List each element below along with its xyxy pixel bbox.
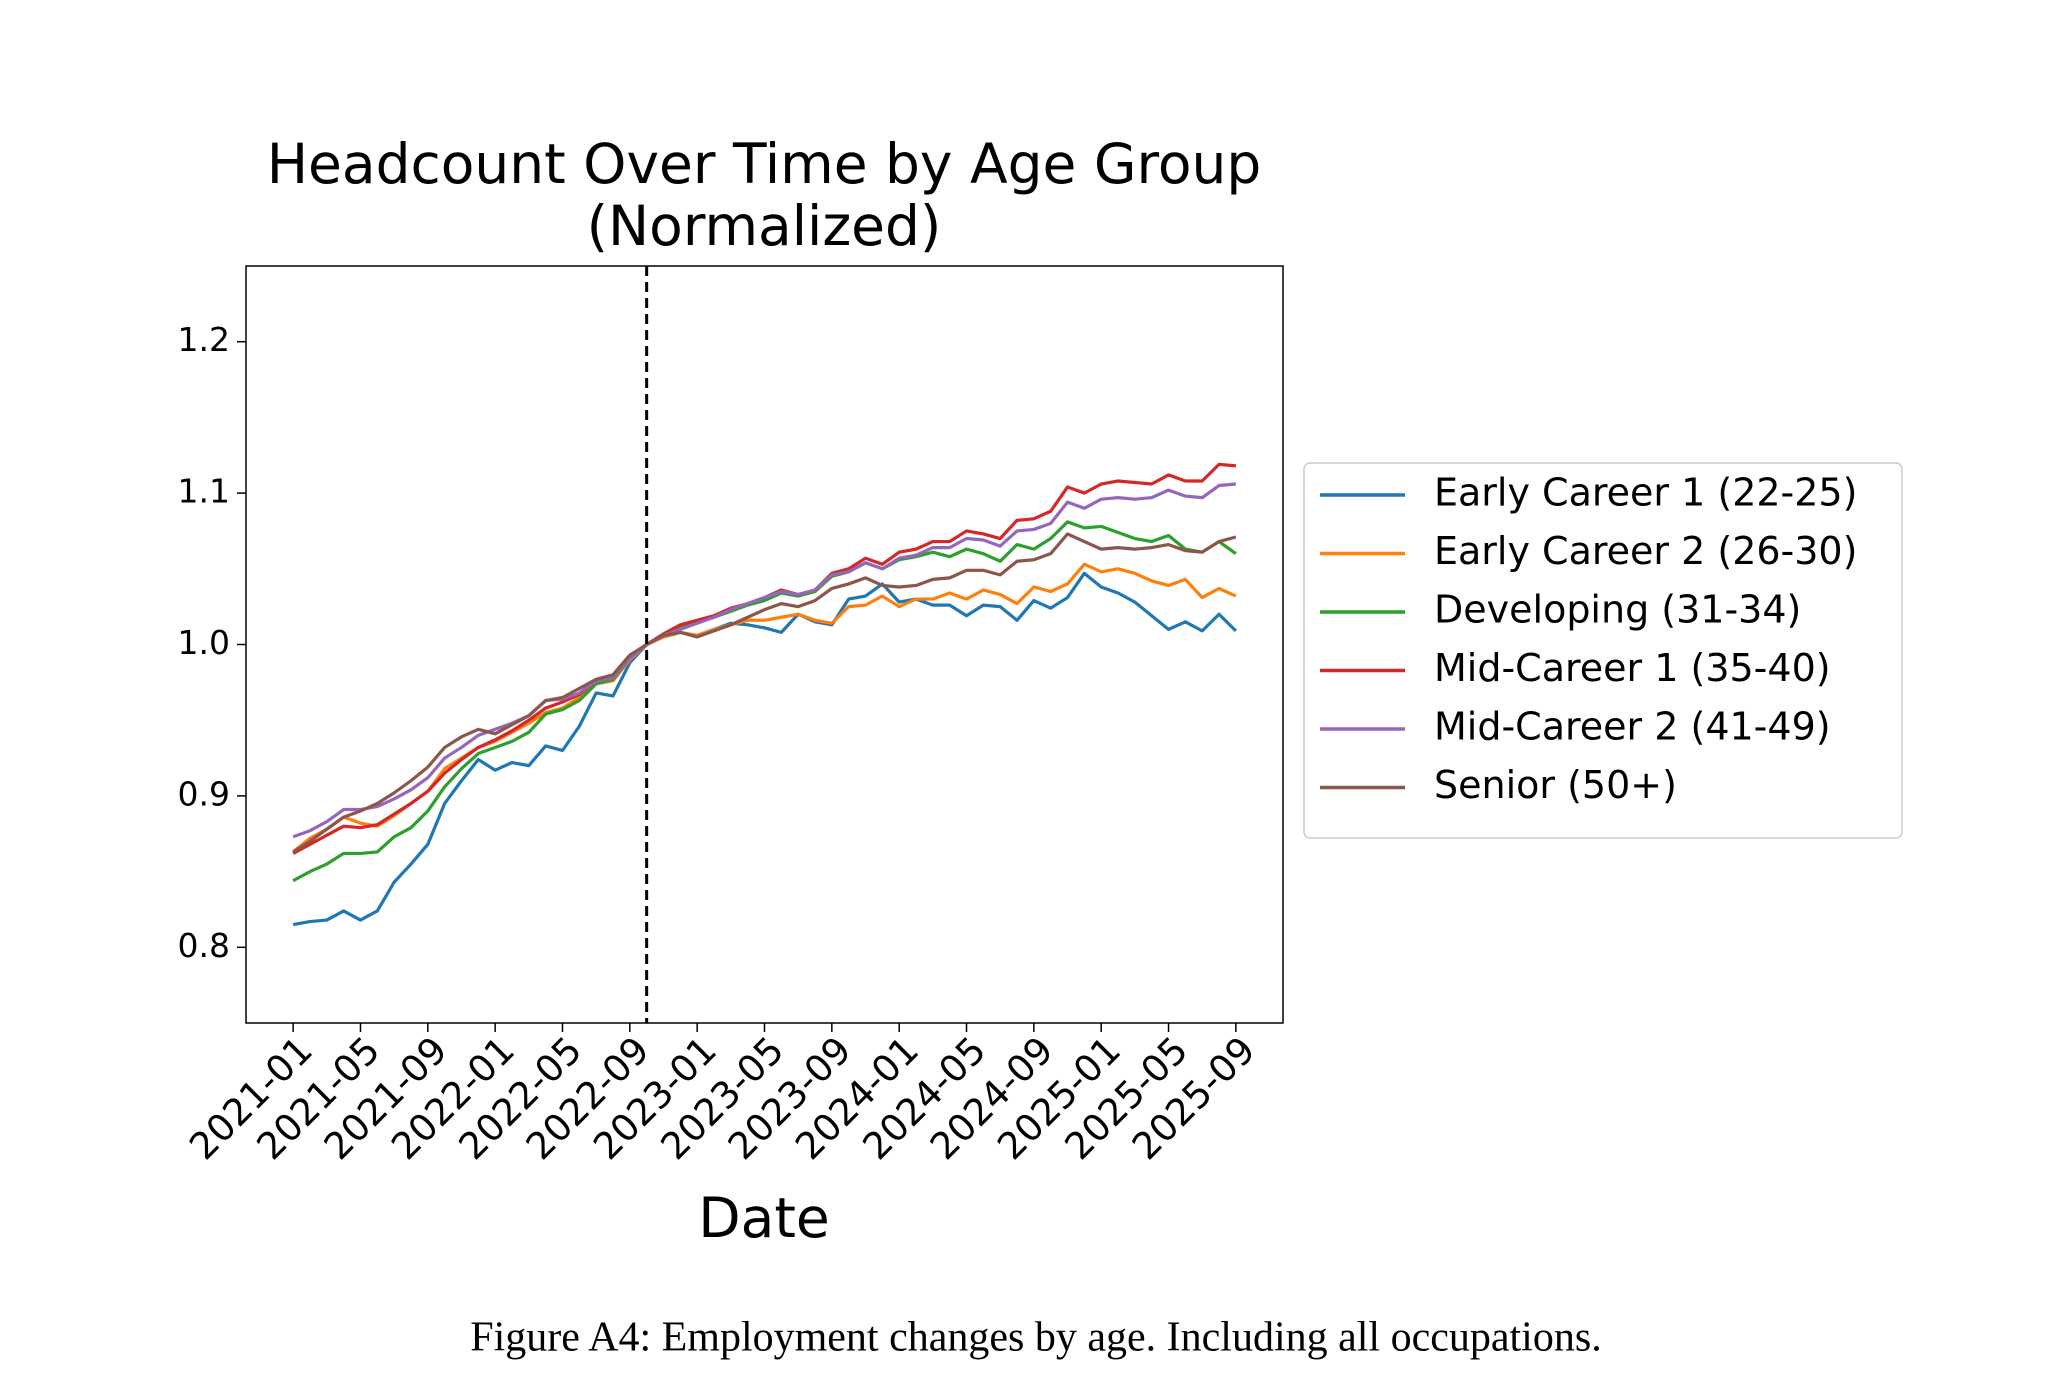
legend-box — [1303, 462, 1903, 839]
y-tick-label: 1.0 — [178, 623, 230, 662]
series-line — [292, 562, 1237, 854]
plot-frame — [245, 265, 1284, 1024]
legend-label: Early Career 2 (26-30) — [1434, 529, 1857, 573]
legend-label: Senior (50+) — [1434, 763, 1677, 807]
series-line — [292, 532, 1237, 854]
y-tick-label: 0.9 — [178, 774, 230, 813]
legend-label: Mid-Career 1 (35-40) — [1434, 646, 1831, 690]
caption: Figure A4: Employment changes by age. In… — [470, 1315, 1601, 1361]
legend-label: Developing (31-34) — [1434, 588, 1801, 632]
series-line — [292, 520, 1237, 883]
series-line — [292, 482, 1237, 839]
chart-title: Headcount Over Time by Age Group — [267, 132, 1262, 196]
x-axis-label: Date — [698, 1186, 829, 1250]
legend-label: Early Career 1 (22-25) — [1434, 471, 1857, 515]
y-tick-label: 0.8 — [178, 926, 230, 965]
y-tick-label: 1.2 — [178, 320, 230, 359]
y-tick-label: 1.1 — [178, 472, 230, 511]
series-line — [292, 571, 1237, 927]
chart-title: (Normalized) — [587, 194, 942, 258]
legend-label: Mid-Career 2 (41-49) — [1434, 705, 1831, 749]
series-line — [292, 462, 1237, 855]
